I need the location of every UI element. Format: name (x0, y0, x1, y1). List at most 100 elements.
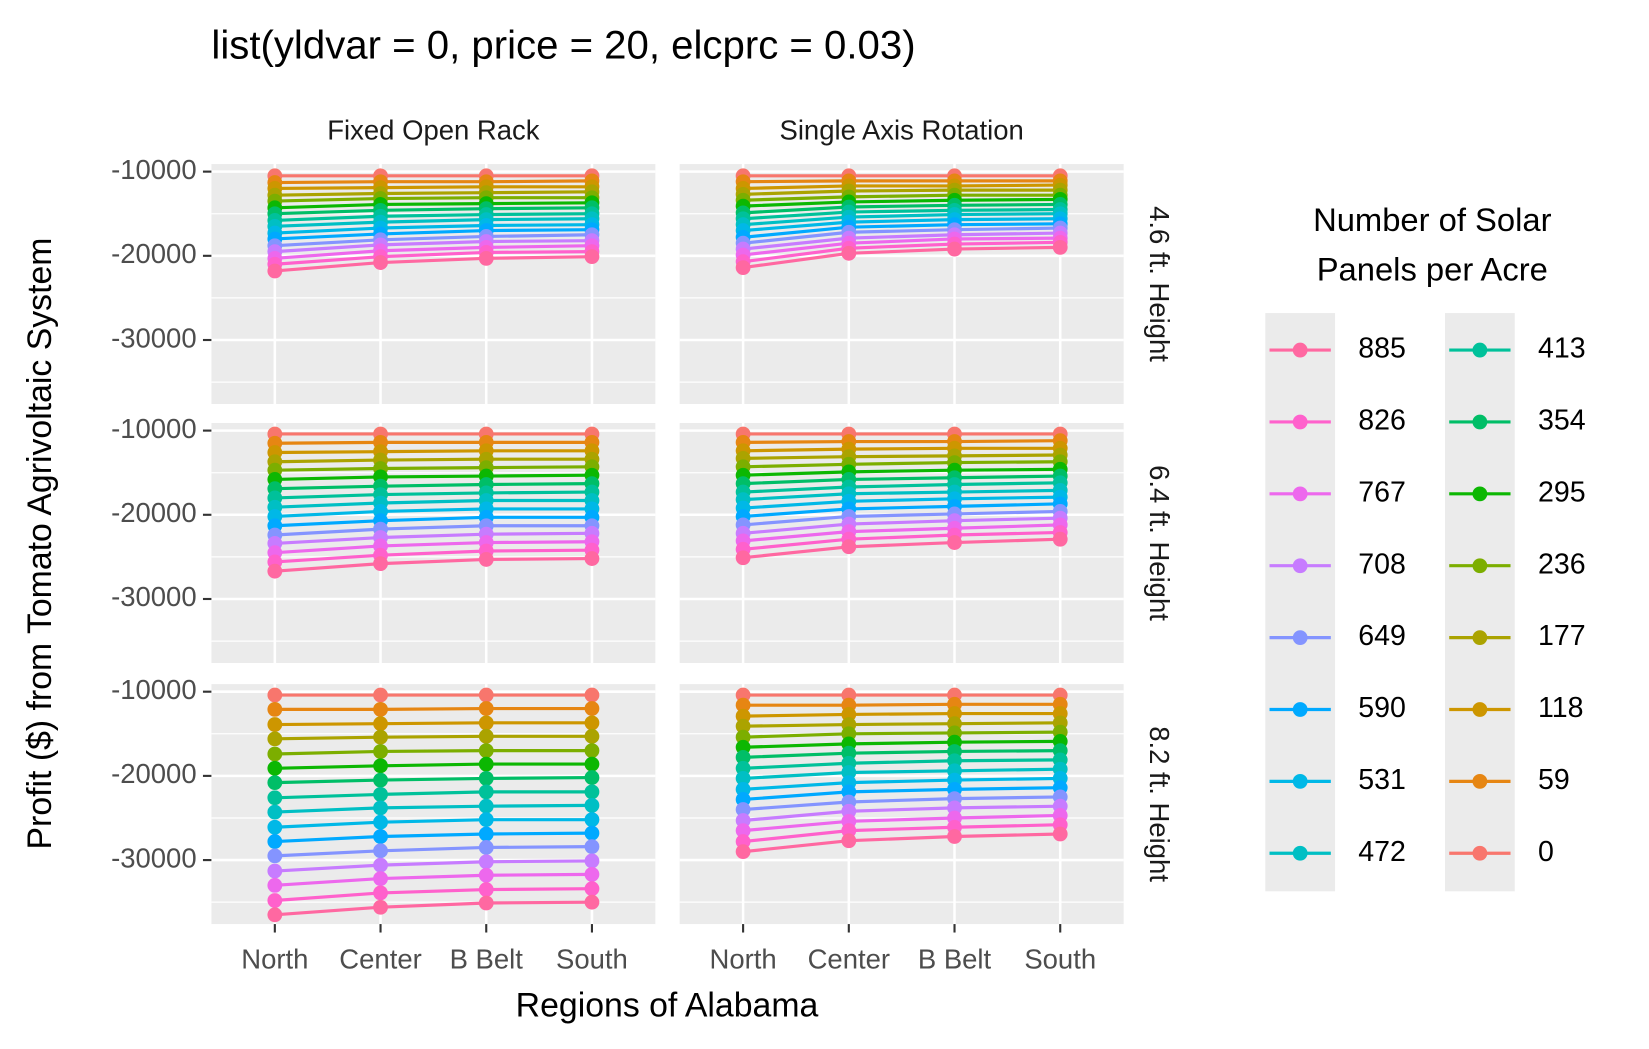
y-tick-label: -30000 (111, 322, 197, 353)
x-tick-label: B Belt (450, 943, 524, 974)
data-point (267, 263, 283, 279)
series-line (742, 509, 1061, 527)
data-point (841, 539, 857, 555)
series-line (274, 233, 592, 248)
series-line (274, 196, 592, 203)
series-line (274, 244, 592, 260)
series-line (274, 803, 592, 814)
data-point (267, 907, 283, 923)
facet-column-label: Fixed Open Rack (327, 115, 539, 146)
data-point (267, 701, 283, 717)
data-point (373, 899, 388, 915)
data-point (478, 687, 494, 703)
data-point (584, 249, 600, 265)
series-line (743, 702, 1061, 707)
series-line (274, 515, 592, 528)
data-point (267, 717, 283, 732)
series-line (743, 183, 1061, 191)
legend-swatch-point (1472, 702, 1488, 717)
series-line (274, 255, 592, 273)
series-line (274, 217, 592, 228)
data-point (1052, 826, 1068, 842)
data-point (735, 844, 751, 860)
x-axis-label: Regions of Alabama (516, 987, 819, 1025)
x-tick-label: B Belt (918, 943, 992, 974)
series-line (743, 188, 1061, 196)
y-tick-label: -10000 (111, 154, 197, 185)
data-point (373, 556, 388, 572)
y-tick-label: -30000 (111, 842, 197, 873)
series-line (274, 548, 592, 564)
series-line (743, 193, 1061, 202)
data-point (947, 241, 962, 257)
data-point (478, 784, 494, 800)
data-point (478, 701, 494, 716)
series-line (274, 859, 592, 873)
data-point (373, 687, 388, 703)
series-line (743, 776, 1061, 791)
legend-swatch-point (1292, 702, 1308, 717)
data-point (584, 687, 600, 703)
data-point (947, 829, 962, 844)
series-line (274, 540, 592, 555)
series-line (742, 832, 1061, 854)
facet-row-label: 8.2 ft. Height (1144, 726, 1175, 882)
series-line (274, 831, 592, 844)
series-line (743, 467, 1061, 477)
legend-swatch-point (1292, 773, 1308, 789)
data-point (478, 826, 494, 842)
series-line (742, 530, 1061, 551)
data-point (267, 893, 283, 908)
data-point (584, 881, 600, 897)
legend-swatch-point (1472, 630, 1488, 646)
data-point (584, 853, 600, 869)
data-point (478, 812, 494, 828)
facet-row-label: 4.6 ft. Height (1144, 206, 1175, 362)
series-line (742, 523, 1061, 543)
data-point (373, 814, 388, 830)
series-line (274, 201, 592, 210)
series-line (743, 453, 1061, 460)
legend-swatch-point (1472, 773, 1488, 789)
data-point (267, 877, 283, 893)
data-point (373, 800, 388, 816)
legend-key-background (1444, 313, 1515, 892)
series-line (743, 202, 1061, 215)
series-line (274, 190, 592, 197)
data-point (267, 848, 283, 864)
data-point (841, 245, 857, 261)
series-line (743, 439, 1061, 444)
series-line (743, 474, 1061, 486)
legend-title: Panels per Acre (1317, 251, 1548, 288)
data-point (478, 715, 494, 731)
series-line (274, 524, 592, 537)
data-point (478, 756, 494, 772)
data-point (267, 563, 283, 579)
x-tick-label: South (1024, 943, 1096, 974)
legend-swatch-point (1292, 845, 1308, 861)
data-point (478, 728, 494, 744)
data-point (373, 716, 388, 732)
data-point (478, 854, 494, 870)
series-line (742, 231, 1061, 251)
data-point (735, 697, 751, 713)
legend-swatch-point (1292, 414, 1308, 430)
y-tick-label: -10000 (111, 674, 197, 705)
data-point (947, 535, 962, 550)
data-point (478, 250, 494, 266)
series-line (274, 872, 592, 887)
series-line (274, 482, 592, 491)
y-tick-label: -20000 (111, 497, 197, 528)
series-line (742, 813, 1061, 833)
series-line (274, 721, 592, 727)
data-point (735, 771, 751, 786)
data-point (373, 744, 388, 759)
legend-swatch-point (1292, 342, 1308, 358)
data-point (267, 746, 283, 762)
x-tick-label: Center (808, 943, 890, 974)
series-line (274, 179, 592, 185)
x-tick-label: North (710, 943, 777, 974)
series-line (742, 236, 1061, 257)
